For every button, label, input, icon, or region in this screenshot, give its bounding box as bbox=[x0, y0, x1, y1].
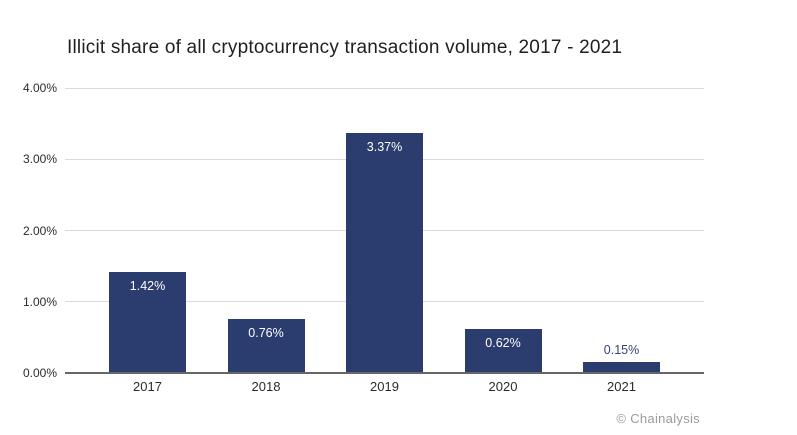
y-tick-label-3.00%: 3.00% bbox=[22, 152, 57, 167]
bar-2017 bbox=[109, 271, 186, 373]
source-credit: © Chainalysis bbox=[616, 411, 700, 426]
bar-2021 bbox=[583, 362, 660, 373]
x-tick-label-2019: 2019 bbox=[370, 379, 399, 394]
bar-value-label-2020: 0.62% bbox=[485, 335, 521, 350]
bar-value-label-2019: 3.37% bbox=[366, 139, 403, 154]
x-axis-line bbox=[65, 372, 704, 374]
bar-value-label-2021: 0.15% bbox=[603, 343, 640, 358]
y-tick-label-2.00%: 2.00% bbox=[22, 223, 57, 238]
x-tick-label-2021: 2021 bbox=[607, 379, 636, 394]
gridline-4.00% bbox=[65, 87, 704, 89]
x-tick-label-2017: 2017 bbox=[133, 379, 162, 394]
x-tick-label-2020: 2020 bbox=[488, 379, 518, 394]
bar-2020 bbox=[464, 328, 542, 373]
chart-title: Illicit share of all cryptocurrency tran… bbox=[67, 37, 623, 58]
y-tick-label-4.00%: 4.00% bbox=[22, 81, 57, 95]
bar-value-label-2018: 0.76% bbox=[248, 325, 284, 340]
bar-2019 bbox=[346, 132, 423, 373]
plot-area: 0.00% 1.00% 2.00% 3.00% 4.00% 1.42% 0.76% 3.37… bbox=[23, 81, 704, 394]
x-tick-label-2018: 2018 bbox=[251, 379, 281, 394]
y-tick-label-1.00%: 1.00% bbox=[22, 294, 57, 309]
bar-2018 bbox=[227, 318, 305, 373]
bar-value-label-2017: 1.42% bbox=[129, 278, 166, 293]
y-tick-label-0.00%: 0.00% bbox=[22, 366, 57, 380]
